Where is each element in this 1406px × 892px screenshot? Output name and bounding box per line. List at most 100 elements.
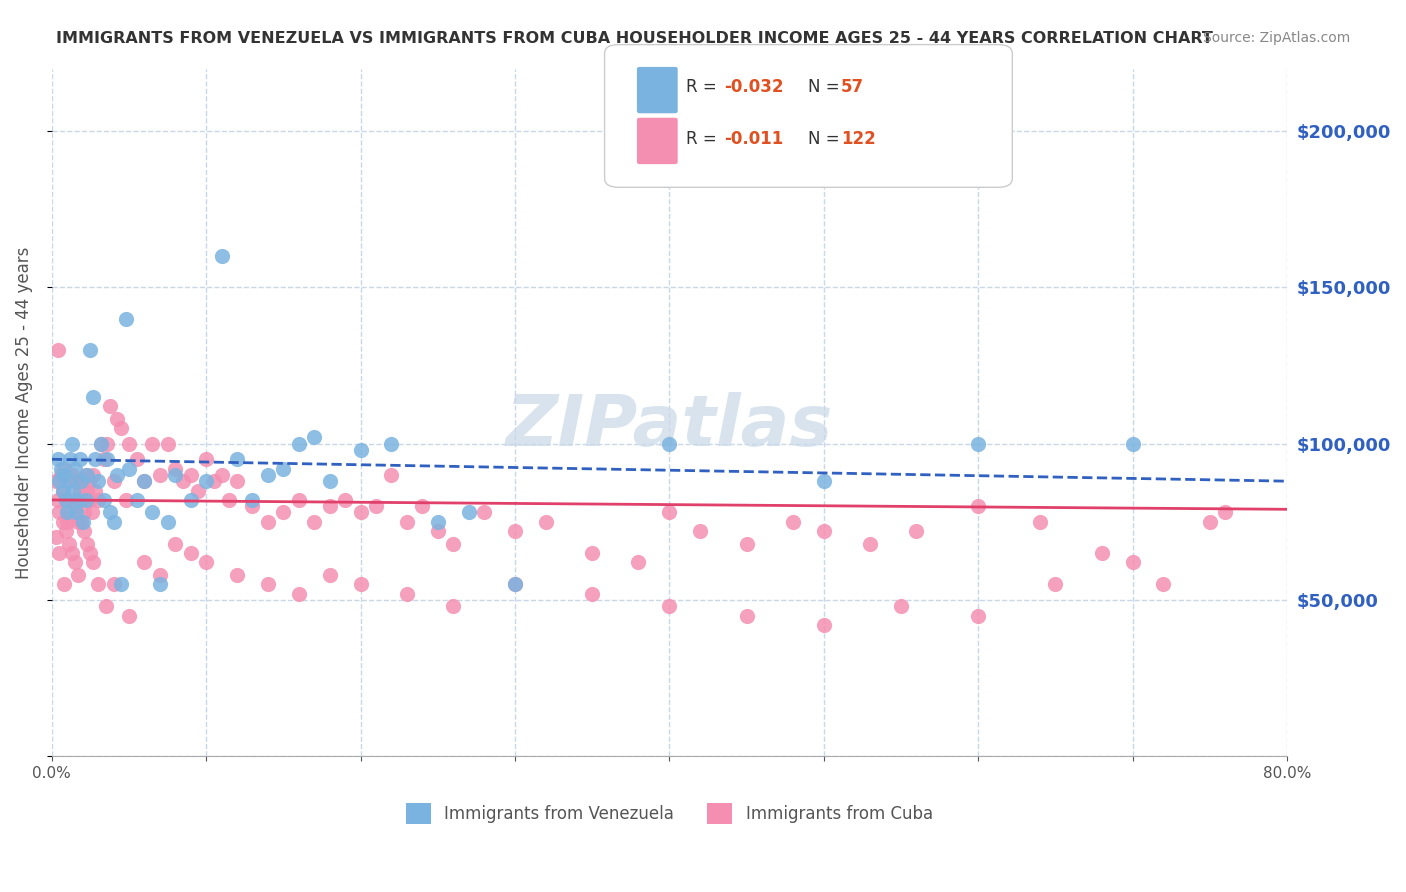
Point: [1045, 577, 1067, 591]
Point: [211, 249, 233, 263]
Point: [46, 452, 69, 467]
Point: [87, 492, 110, 507]
Point: [62, 483, 84, 498]
Point: [84, 483, 107, 498]
Point: [180, 546, 202, 560]
Point: [658, 436, 681, 450]
Point: [503, 524, 526, 538]
Point: [195, 556, 218, 570]
Point: [75, 492, 97, 507]
Point: [115, 492, 138, 507]
Point: [96, 452, 118, 467]
Point: [380, 467, 402, 482]
Point: [967, 499, 990, 513]
Point: [75, 467, 97, 482]
Point: [82, 467, 104, 482]
Point: [110, 577, 132, 591]
Point: [1121, 436, 1143, 450]
Point: [187, 483, 209, 498]
Point: [1091, 546, 1114, 560]
Point: [58, 474, 80, 488]
Point: [967, 436, 990, 450]
Point: [103, 474, 125, 488]
Point: [94, 599, 117, 614]
Point: [59, 505, 82, 519]
Point: [813, 474, 835, 488]
Point: [73, 505, 96, 519]
Point: [56, 515, 79, 529]
Point: [318, 499, 340, 513]
Point: [813, 618, 835, 632]
Point: [195, 474, 218, 488]
Point: [658, 505, 681, 519]
Point: [55, 492, 77, 507]
Point: [472, 505, 495, 519]
Point: [51, 515, 73, 529]
Point: [103, 515, 125, 529]
Point: [118, 436, 141, 450]
Point: [62, 492, 84, 507]
Point: [125, 452, 148, 467]
Text: 122: 122: [841, 130, 876, 148]
Point: [149, 568, 172, 582]
Point: [90, 436, 112, 450]
Point: [51, 483, 73, 498]
Point: [426, 515, 449, 529]
Point: [58, 537, 80, 551]
Point: [59, 452, 82, 467]
Point: [87, 474, 110, 488]
Point: [141, 505, 163, 519]
Text: 57: 57: [841, 78, 863, 95]
Point: [66, 515, 89, 529]
Point: [45, 474, 67, 488]
Point: [48, 505, 70, 519]
Point: [70, 474, 93, 488]
Point: [288, 587, 311, 601]
Point: [218, 492, 240, 507]
Point: [46, 343, 69, 357]
Text: Source: ZipAtlas.com: Source: ZipAtlas.com: [1202, 31, 1350, 45]
Point: [77, 474, 100, 488]
Point: [364, 499, 387, 513]
Point: [1213, 505, 1236, 519]
Point: [60, 546, 83, 560]
Point: [76, 483, 98, 498]
Point: [302, 515, 325, 529]
Point: [65, 499, 87, 513]
Point: [103, 577, 125, 591]
Point: [72, 474, 94, 488]
Point: [60, 436, 83, 450]
Point: [55, 492, 77, 507]
Point: [48, 474, 70, 488]
Point: [380, 436, 402, 450]
Point: [165, 461, 187, 475]
Point: [141, 436, 163, 450]
Point: [658, 599, 681, 614]
Point: [53, 461, 76, 475]
Point: [257, 515, 280, 529]
Point: [53, 577, 76, 591]
Point: [318, 474, 340, 488]
Point: [79, 546, 101, 560]
Point: [69, 452, 91, 467]
Point: [55, 524, 77, 538]
Point: [905, 524, 928, 538]
Point: [56, 505, 79, 519]
Point: [426, 524, 449, 538]
Point: [782, 515, 804, 529]
Point: [93, 452, 115, 467]
Point: [49, 461, 72, 475]
Point: [457, 505, 479, 519]
Point: [689, 524, 711, 538]
Point: [49, 467, 72, 482]
Point: [70, 492, 93, 507]
Point: [195, 452, 218, 467]
Point: [735, 608, 758, 623]
Text: R =: R =: [686, 130, 723, 148]
Point: [149, 577, 172, 591]
Point: [890, 599, 912, 614]
Point: [165, 537, 187, 551]
Point: [105, 411, 128, 425]
Point: [70, 515, 93, 529]
Point: [735, 537, 758, 551]
